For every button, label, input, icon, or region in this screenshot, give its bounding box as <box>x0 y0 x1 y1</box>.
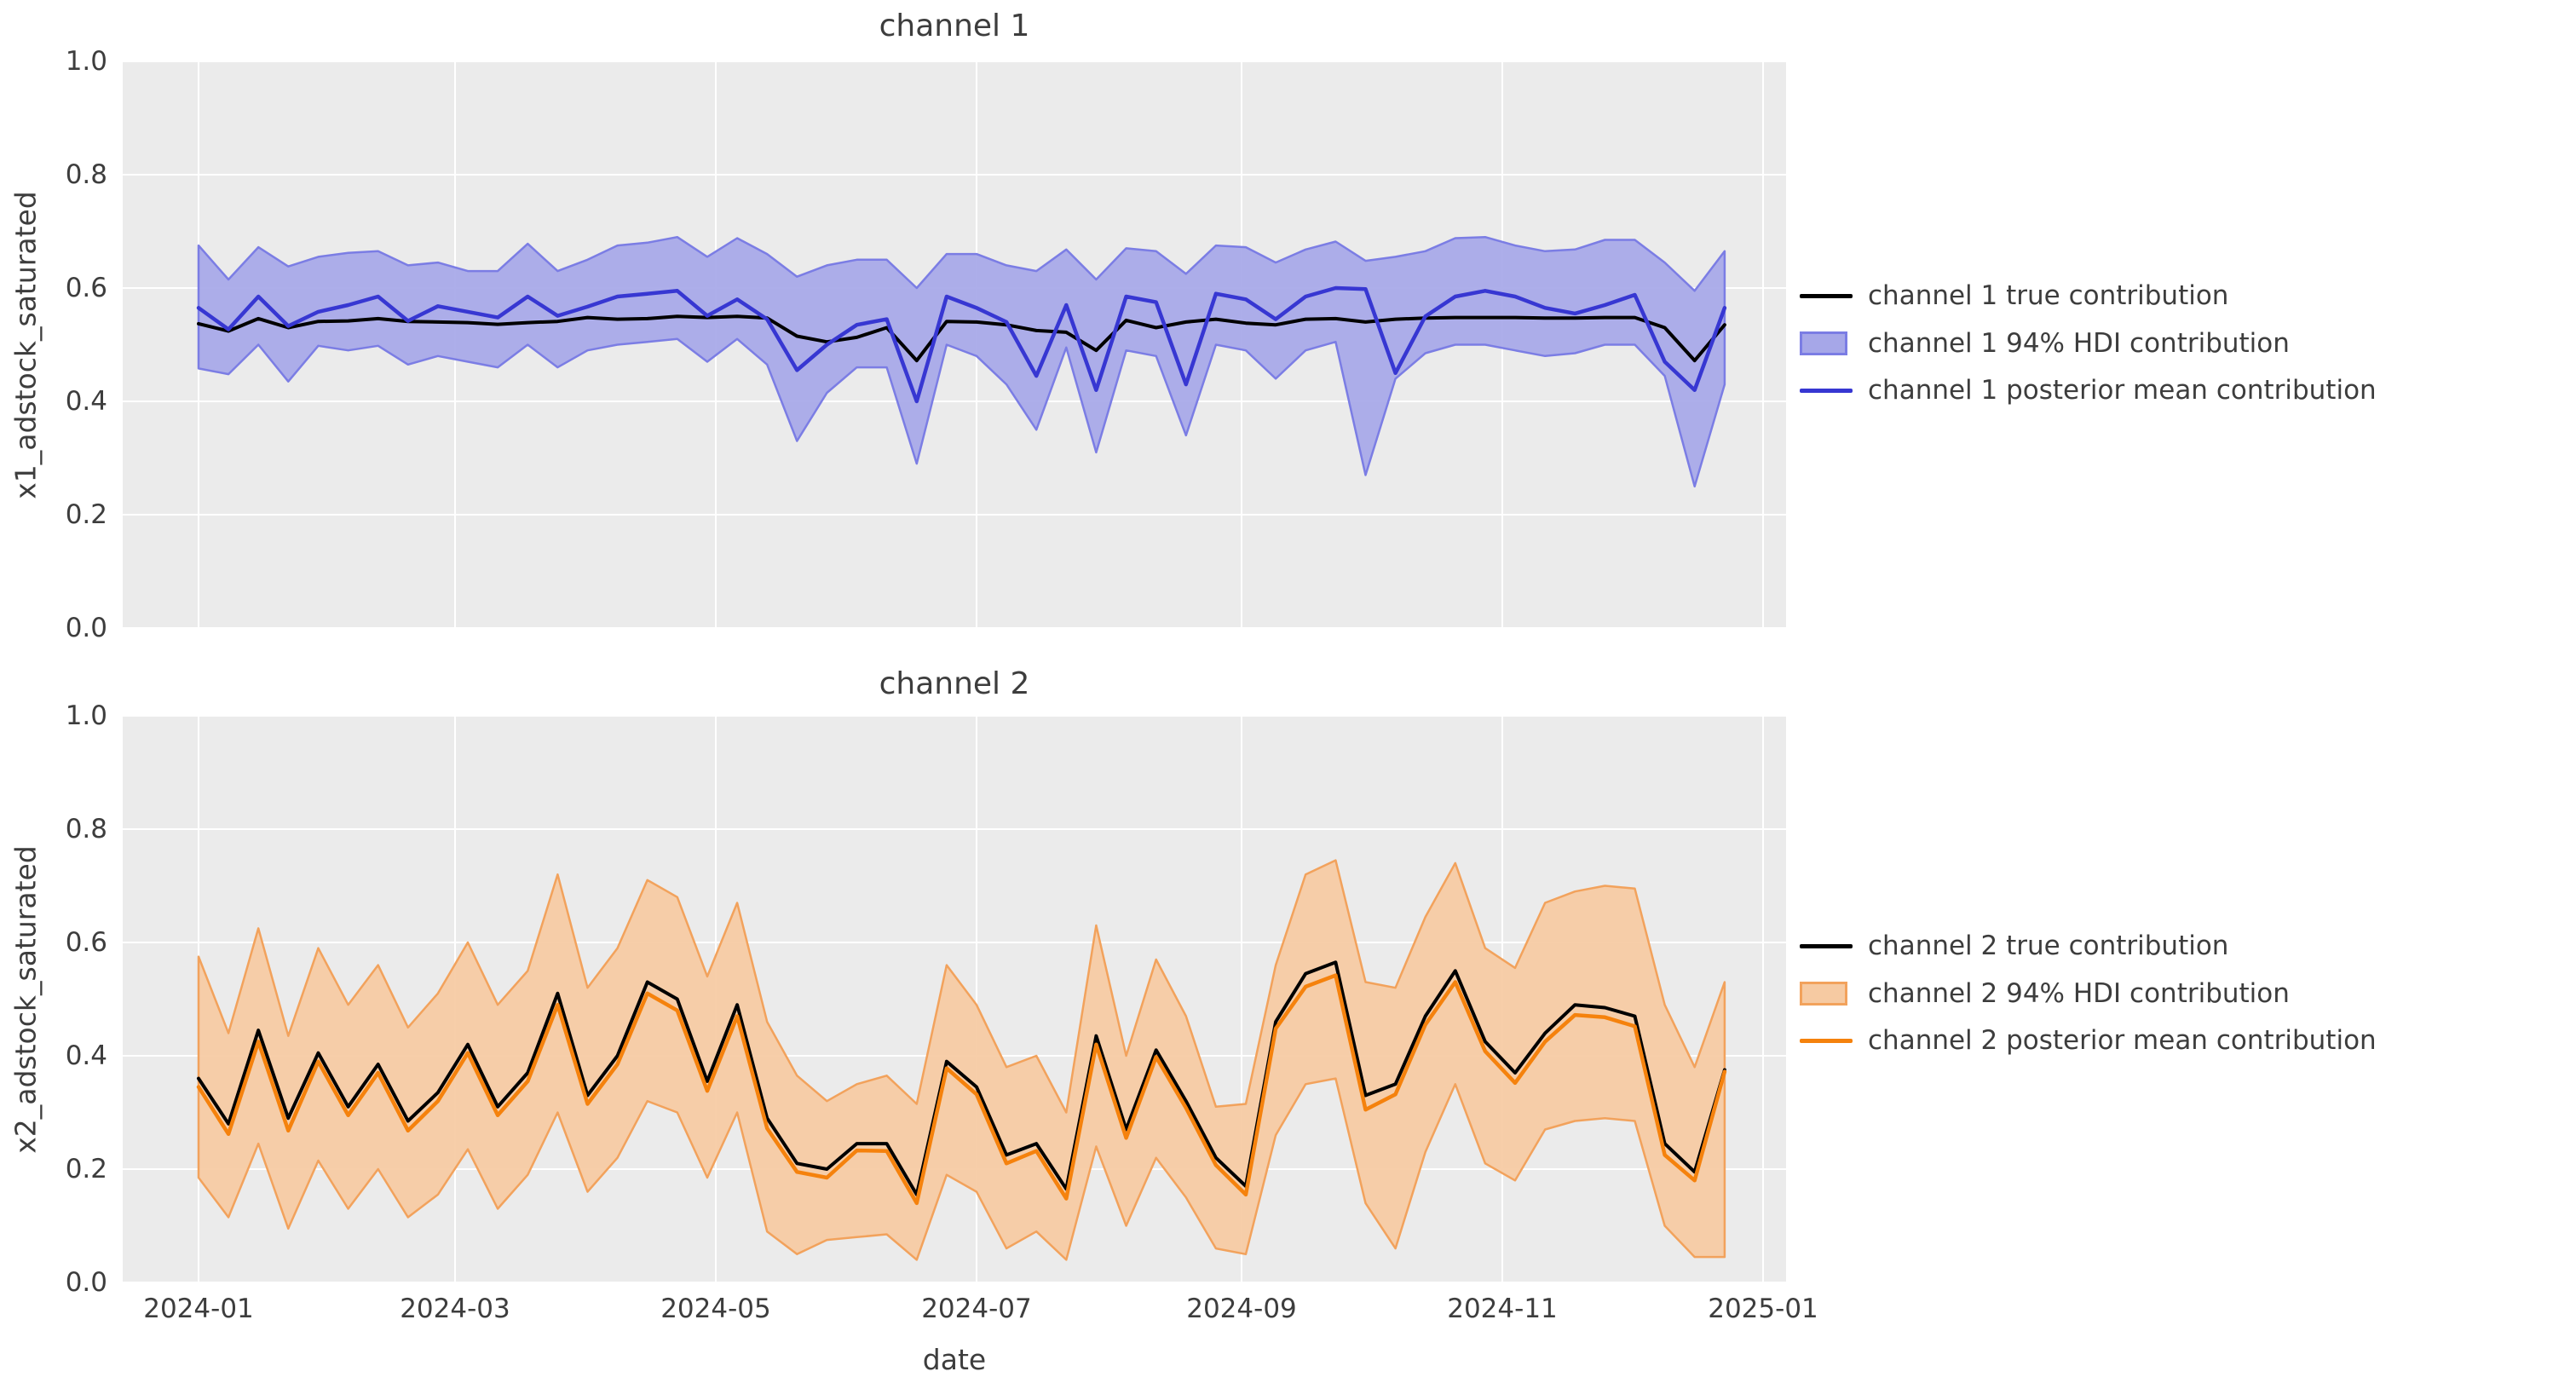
legend-label: channel 2 true contribution <box>1868 931 2229 961</box>
panel1-ytick: 0.8 <box>65 159 107 190</box>
hdi-band-swatch-icon <box>1800 982 1847 1006</box>
legend-item-posterior-mean: channel 2 posterior mean contribution <box>1800 1025 2377 1056</box>
legend-item-hdi-contribution: channel 2 94% HDI contribution <box>1800 978 2290 1009</box>
legend-item-true-contribution: channel 1 true contribution <box>1800 280 2228 311</box>
black-line-swatch-icon <box>1800 943 1853 948</box>
panel2-title: channel 2 <box>879 666 1030 701</box>
panel2-y-axis-label: x2_adstock_saturated <box>9 844 43 1154</box>
x-axis-label: date <box>922 1343 987 1376</box>
panel1-title: channel 1 <box>879 9 1030 43</box>
orange-line-swatch-icon <box>1800 1038 1853 1043</box>
xtick-2024-07: 2024-07 <box>921 1294 1032 1324</box>
panel2-ytick: 0.6 <box>65 927 107 958</box>
panel2-ytick: 1.0 <box>65 700 107 731</box>
legend-label: channel 1 posterior mean contribution <box>1868 375 2377 406</box>
panel1-ytick: 0.2 <box>65 499 107 530</box>
xtick-2024-09: 2024-09 <box>1186 1294 1297 1324</box>
panel2-ytick: 0.8 <box>65 814 107 844</box>
panel1-ytick: 1.0 <box>65 46 107 77</box>
panel1-y-axis-label: x1_adstock_saturated <box>9 190 43 499</box>
xtick-2024-03: 2024-03 <box>400 1294 510 1324</box>
legend-item-posterior-mean: channel 1 posterior mean contribution <box>1800 375 2377 406</box>
legend-label: channel 2 94% HDI contribution <box>1868 978 2290 1009</box>
panel1-ytick: 0.6 <box>65 273 107 303</box>
black-line-swatch-icon <box>1800 293 1853 298</box>
panel2-ytick: 0.4 <box>65 1040 107 1071</box>
legend-item-hdi-contribution: channel 1 94% HDI contribution <box>1800 328 2290 359</box>
legend-label: channel 2 posterior mean contribution <box>1868 1025 2377 1056</box>
xtick-2024-05: 2024-05 <box>660 1294 771 1324</box>
xtick-2025-01: 2025-01 <box>1708 1294 1818 1324</box>
legend-item-true-contribution: channel 2 true contribution <box>1800 931 2228 961</box>
legend-label: channel 1 true contribution <box>1868 280 2229 311</box>
blue-line-swatch-icon <box>1800 388 1853 393</box>
legend-label: channel 1 94% HDI contribution <box>1868 328 2290 359</box>
xtick-2024-01: 2024-01 <box>143 1294 254 1324</box>
panel1-ytick: 0.4 <box>65 386 107 417</box>
xtick-2024-11: 2024-11 <box>1447 1294 1558 1324</box>
panel2-ytick: 0.0 <box>65 1267 107 1298</box>
panel1-ytick: 0.0 <box>65 613 107 643</box>
panel2-ytick: 0.2 <box>65 1154 107 1184</box>
hdi-band-swatch-icon <box>1800 331 1847 355</box>
